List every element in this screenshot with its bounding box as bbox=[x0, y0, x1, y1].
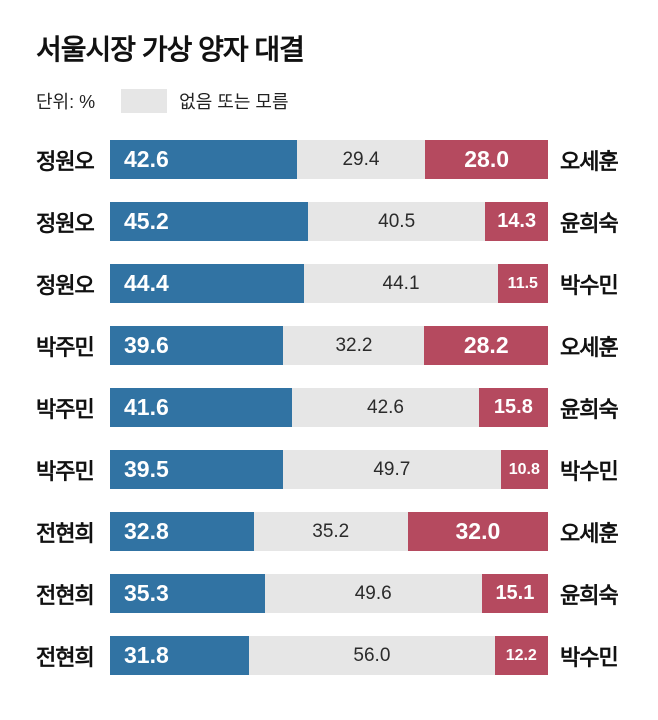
none-value: 29.4 bbox=[342, 148, 380, 170]
blue-value: 31.8 bbox=[124, 642, 169, 668]
stacked-bar: 45.2 40.5 14.3 bbox=[110, 202, 548, 241]
left-candidate-label: 정원오 bbox=[36, 148, 95, 174]
blue-bar-segment: 31.8 bbox=[110, 636, 250, 675]
left-candidate-label: 전현희 bbox=[36, 582, 95, 608]
right-candidate-label: 박수민 bbox=[560, 272, 619, 298]
none-value: 44.1 bbox=[382, 272, 420, 294]
blue-bar-segment: 42.6 bbox=[110, 140, 297, 179]
red-value: 10.8 bbox=[508, 460, 540, 478]
red-bar-segment: 14.3 bbox=[485, 202, 548, 241]
stacked-bar: 31.8 56.0 12.2 bbox=[110, 636, 548, 675]
right-candidate-label: 박수민 bbox=[560, 458, 619, 484]
legend: 단위: % 없음 또는 모름 bbox=[36, 88, 622, 114]
blue-value: 42.6 bbox=[124, 146, 169, 172]
blue-bar-segment: 35.3 bbox=[110, 574, 265, 613]
stacked-bar: 35.3 49.6 15.1 bbox=[110, 574, 548, 613]
blue-value: 41.6 bbox=[124, 394, 169, 420]
right-candidate-label: 오세훈 bbox=[560, 334, 619, 360]
red-value: 28.2 bbox=[463, 332, 509, 358]
matchup-row: 전현희 32.8 35.2 32.0 오세훈 bbox=[36, 512, 622, 551]
blue-value: 44.4 bbox=[124, 270, 169, 296]
stacked-bar: 32.8 35.2 32.0 bbox=[110, 512, 548, 551]
blue-bar-segment: 39.5 bbox=[110, 450, 283, 489]
stacked-bar: 44.4 44.1 11.5 bbox=[110, 264, 548, 303]
blue-value: 39.5 bbox=[124, 456, 169, 482]
none-value: 40.5 bbox=[378, 210, 416, 232]
right-candidate-label: 윤희숙 bbox=[560, 210, 619, 236]
left-candidate-label: 전현희 bbox=[36, 644, 95, 670]
none-bar-segment: 32.2 bbox=[283, 326, 425, 365]
bar-rows: 정원오 42.6 29.4 28.0 오세훈 정원오 45.2 40.5 14.… bbox=[36, 140, 622, 675]
none-bar-segment: 42.6 bbox=[292, 388, 479, 427]
none-value: 35.2 bbox=[312, 520, 350, 542]
red-value: 15.1 bbox=[495, 582, 535, 604]
none-bar-segment: 35.2 bbox=[253, 512, 408, 551]
matchup-row: 전현희 35.3 49.6 15.1 윤희숙 bbox=[36, 574, 622, 613]
left-candidate-label: 박주민 bbox=[36, 458, 95, 484]
blue-bar-segment: 39.6 bbox=[110, 326, 284, 365]
matchup-row: 박주민 39.6 32.2 28.2 오세훈 bbox=[36, 326, 622, 365]
stacked-bar: 42.6 29.4 28.0 bbox=[110, 140, 548, 179]
red-bar-segment: 28.0 bbox=[425, 140, 548, 179]
red-bar-segment: 11.5 bbox=[497, 264, 548, 303]
stacked-bar: 39.5 49.7 10.8 bbox=[110, 450, 548, 489]
blue-bar-segment: 45.2 bbox=[110, 202, 308, 241]
matchup-row: 전현희 31.8 56.0 12.2 박수민 bbox=[36, 636, 622, 675]
legend-unknown-label: 없음 또는 모름 bbox=[179, 92, 289, 112]
left-candidate-label: 정원오 bbox=[36, 272, 95, 298]
matchup-row: 정원오 42.6 29.4 28.0 오세훈 bbox=[36, 140, 622, 179]
chart-title: 서울시장 가상 양자 대결 bbox=[36, 34, 305, 65]
blue-bar-segment: 32.8 bbox=[110, 512, 254, 551]
none-value: 49.6 bbox=[354, 582, 392, 604]
red-bar-segment: 12.2 bbox=[494, 636, 548, 675]
red-bar-segment: 10.8 bbox=[500, 450, 548, 489]
right-candidate-label: 오세훈 bbox=[560, 520, 619, 546]
red-bar-segment: 15.1 bbox=[481, 574, 548, 613]
blue-bar-segment: 41.6 bbox=[110, 388, 293, 427]
none-bar-segment: 44.1 bbox=[304, 264, 498, 303]
blue-value: 45.2 bbox=[124, 208, 169, 234]
none-bar-segment: 29.4 bbox=[296, 140, 426, 179]
left-candidate-label: 박주민 bbox=[36, 334, 95, 360]
none-value: 56.0 bbox=[353, 644, 391, 666]
red-value: 28.0 bbox=[464, 146, 510, 172]
blue-value: 32.8 bbox=[124, 518, 169, 544]
left-candidate-label: 박주민 bbox=[36, 396, 95, 422]
matchup-row: 정원오 44.4 44.1 11.5 박수민 bbox=[36, 264, 622, 303]
red-value: 11.5 bbox=[507, 274, 538, 292]
matchup-row: 박주민 41.6 42.6 15.8 윤희숙 bbox=[36, 388, 622, 427]
matchup-row: 박주민 39.5 49.7 10.8 박수민 bbox=[36, 450, 622, 489]
none-value: 42.6 bbox=[367, 396, 404, 418]
none-bar-segment: 40.5 bbox=[307, 202, 486, 241]
matchup-row: 정원오 45.2 40.5 14.3 윤희숙 bbox=[36, 202, 622, 241]
blue-bar-segment: 44.4 bbox=[110, 264, 305, 303]
left-candidate-label: 정원오 bbox=[36, 210, 95, 236]
right-candidate-label: 오세훈 bbox=[560, 148, 619, 174]
right-candidate-label: 박수민 bbox=[560, 644, 619, 670]
right-candidate-label: 윤희숙 bbox=[560, 396, 619, 422]
legend-gray-swatch bbox=[121, 89, 168, 113]
red-value: 12.2 bbox=[505, 646, 537, 664]
none-value: 32.2 bbox=[335, 334, 373, 356]
none-value: 49.7 bbox=[373, 458, 411, 480]
none-bar-segment: 56.0 bbox=[249, 636, 495, 675]
red-bar-segment: 28.2 bbox=[424, 326, 548, 365]
red-bar-segment: 32.0 bbox=[407, 512, 548, 551]
red-value: 14.3 bbox=[497, 210, 537, 232]
right-candidate-label: 윤희숙 bbox=[560, 582, 619, 608]
red-bar-segment: 15.8 bbox=[478, 388, 548, 427]
stacked-bar: 41.6 42.6 15.8 bbox=[110, 388, 548, 427]
blue-value: 35.3 bbox=[124, 580, 169, 606]
stacked-bar: 39.6 32.2 28.2 bbox=[110, 326, 548, 365]
none-bar-segment: 49.7 bbox=[283, 450, 501, 489]
left-candidate-label: 전현희 bbox=[36, 520, 95, 546]
blue-value: 39.6 bbox=[124, 332, 169, 358]
red-value: 32.0 bbox=[455, 518, 501, 544]
red-value: 15.8 bbox=[493, 396, 533, 418]
unit-label: 단위: % bbox=[36, 92, 96, 112]
none-bar-segment: 49.6 bbox=[264, 574, 482, 613]
